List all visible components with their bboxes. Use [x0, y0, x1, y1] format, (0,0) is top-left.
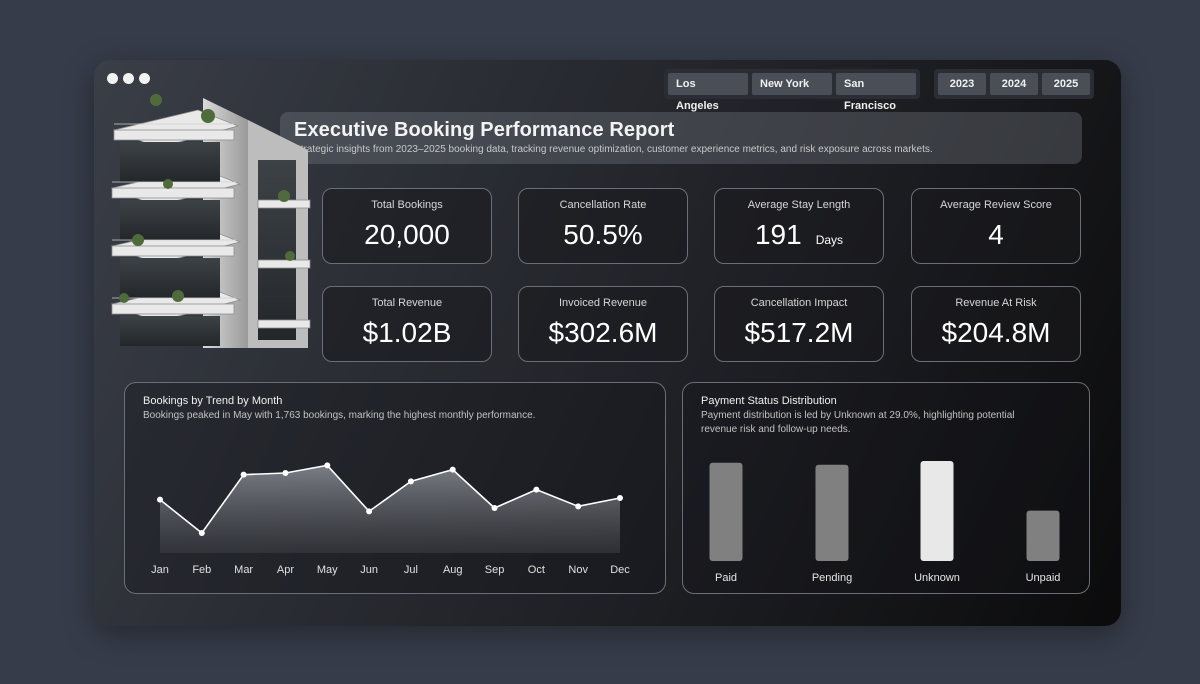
bookings-trend-panel: Bookings by Trend by Month Bookings peak… — [124, 382, 666, 594]
trend-month-label: Jul — [404, 564, 418, 576]
city-filter-new-york[interactable]: New York — [752, 73, 832, 95]
kpi-card-total-bookings: Total Bookings 20,000 — [322, 188, 492, 264]
payment-bar-paid[interactable] — [709, 462, 743, 561]
payment-bar-label: Paid — [715, 572, 737, 584]
trend-month-label: Oct — [528, 564, 545, 576]
payment-bar-unknown[interactable] — [920, 461, 954, 561]
dashboard-window: Los Angeles New York San Francisco 2023 … — [94, 60, 1121, 626]
page-subtitle: Strategic insights from 2023–2025 bookin… — [294, 144, 933, 155]
year-filter-2025[interactable]: 2025 — [1042, 73, 1090, 95]
city-filter-los-angeles[interactable]: Los Angeles — [668, 73, 748, 112]
trend-area-fill — [160, 465, 620, 553]
kpi-card-average-stay-length: Average Stay Length 191 Days — [714, 188, 884, 264]
payment-bar-unpaid[interactable] — [1026, 510, 1060, 561]
trend-point-sep[interactable] — [491, 505, 498, 511]
building-image — [110, 94, 311, 348]
kpi-value: $1.02B — [362, 317, 452, 348]
trend-line — [159, 464, 621, 535]
kpi-label: Total Revenue — [371, 297, 443, 309]
payment-bar-label: Unpaid — [1026, 572, 1061, 584]
window-dot-icon[interactable] — [139, 73, 150, 84]
trend-panel-title: Bookings by Trend by Month — [143, 395, 283, 407]
kpi-label: Average Review Score — [940, 199, 1052, 211]
trend-point-apr[interactable] — [282, 470, 289, 476]
payment-subtitle-line: revenue risk and follow-up needs. — [701, 424, 851, 435]
trend-month-label: Aug — [443, 564, 463, 576]
kpi-card-total-revenue: Total Revenue $1.02B — [322, 286, 492, 362]
kpi-value: $517.2M — [744, 317, 854, 348]
trend-point-nov[interactable] — [575, 503, 582, 510]
kpi-card-revenue-at-risk: Revenue At Risk $204.8M — [911, 286, 1081, 362]
trend-month-label: May — [317, 564, 338, 576]
kpi-value: 20,000 — [364, 219, 450, 250]
payment-status-chart: Paid Pending Unknown Unpaid — [709, 461, 1061, 584]
kpi-value: 4 — [988, 219, 1004, 250]
payment-panel-title: Payment Status Distribution — [701, 395, 837, 407]
bookings-trend-chart: Jan Feb Mar Apr May Jun Jul Aug Sep Oct Nov Dec — [151, 462, 630, 576]
trend-point-jan[interactable] — [157, 496, 163, 503]
kpi-card-cancellation-rate: Cancellation Rate 50.5% — [518, 188, 688, 264]
window-dot-icon[interactable] — [123, 73, 134, 84]
kpi-number: 191 — [754, 219, 802, 250]
trend-point-may[interactable] — [324, 462, 331, 469]
kpi-value: $302.6M — [548, 317, 658, 348]
trend-month-label: Nov — [568, 564, 588, 576]
kpi-unit: Days — [815, 233, 844, 247]
payment-status-panel: Payment Status Distribution Payment dist… — [682, 382, 1090, 594]
trend-month-label: Sep — [485, 564, 505, 576]
trend-point-feb[interactable] — [198, 530, 205, 536]
kpi-label: Cancellation Impact — [750, 297, 848, 309]
payment-panel-subtitle: Payment distribution is led by Unknown a… — [701, 409, 1015, 437]
trend-point-mar[interactable] — [240, 471, 247, 478]
city-filter: Los Angeles New York San Francisco — [664, 69, 920, 112]
trend-point-oct[interactable] — [533, 486, 540, 493]
payment-bar-label: Pending — [812, 572, 852, 584]
payment-bar-label: Unknown — [914, 572, 960, 584]
trend-point-aug[interactable] — [449, 466, 456, 473]
window-dot-icon[interactable] — [107, 73, 118, 84]
trend-month-label: Feb — [192, 564, 211, 576]
trend-month-label: Mar — [234, 564, 253, 576]
payment-subtitle-line: Payment distribution is led by Unknown a… — [701, 410, 1015, 421]
kpi-label: Average Stay Length — [747, 199, 851, 211]
kpi-value: $204.8M — [941, 317, 1051, 348]
payment-bar-pending[interactable] — [815, 464, 849, 561]
window-controls — [107, 73, 150, 84]
trend-panel-subtitle: Bookings peaked in May with 1,763 bookin… — [143, 410, 536, 421]
kpi-label: Total Bookings — [371, 199, 443, 211]
kpi-value: 50.5% — [563, 219, 643, 250]
kpi-card-cancellation-impact: Cancellation Impact $517.2M — [714, 286, 884, 362]
year-filter: 2023 2024 2025 — [934, 69, 1094, 99]
kpi-label: Invoiced Revenue — [558, 297, 648, 309]
page-title: Executive Booking Performance Report — [294, 119, 675, 141]
kpi-card-average-review-score: Average Review Score 4 — [911, 188, 1081, 264]
kpi-label: Revenue At Risk — [955, 297, 1037, 309]
trend-point-dec[interactable] — [617, 495, 623, 501]
city-filter-san-francisco[interactable]: San Francisco — [836, 73, 916, 112]
trend-month-label: Jun — [360, 564, 378, 576]
trend-month-label: Dec — [610, 564, 630, 576]
header-banner: Executive Booking Performance Report Str… — [280, 112, 1082, 164]
kpi-card-invoiced-revenue: Invoiced Revenue $302.6M — [518, 286, 688, 362]
year-filter-2023[interactable]: 2023 — [938, 73, 986, 95]
kpi-label: Cancellation Rate — [559, 199, 647, 211]
trend-point-jun[interactable] — [366, 508, 373, 515]
year-filter-2024[interactable]: 2024 — [990, 73, 1038, 95]
trend-month-label: Jan — [151, 564, 169, 576]
trend-month-label: Apr — [277, 564, 294, 576]
trend-point-jul[interactable] — [407, 478, 414, 485]
kpi-value: 191 Days — [715, 219, 883, 251]
